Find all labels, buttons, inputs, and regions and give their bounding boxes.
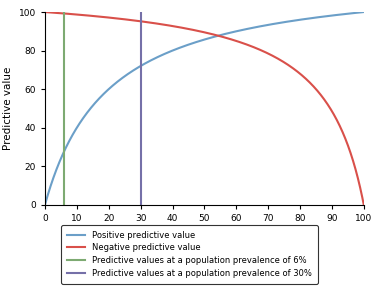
X-axis label: Population prevalence: Population prevalence (138, 228, 271, 238)
Legend: Positive predictive value, Negative predictive value, Predictive values at a pop: Positive predictive value, Negative pred… (61, 225, 318, 284)
Y-axis label: Predictive value: Predictive value (3, 67, 13, 150)
